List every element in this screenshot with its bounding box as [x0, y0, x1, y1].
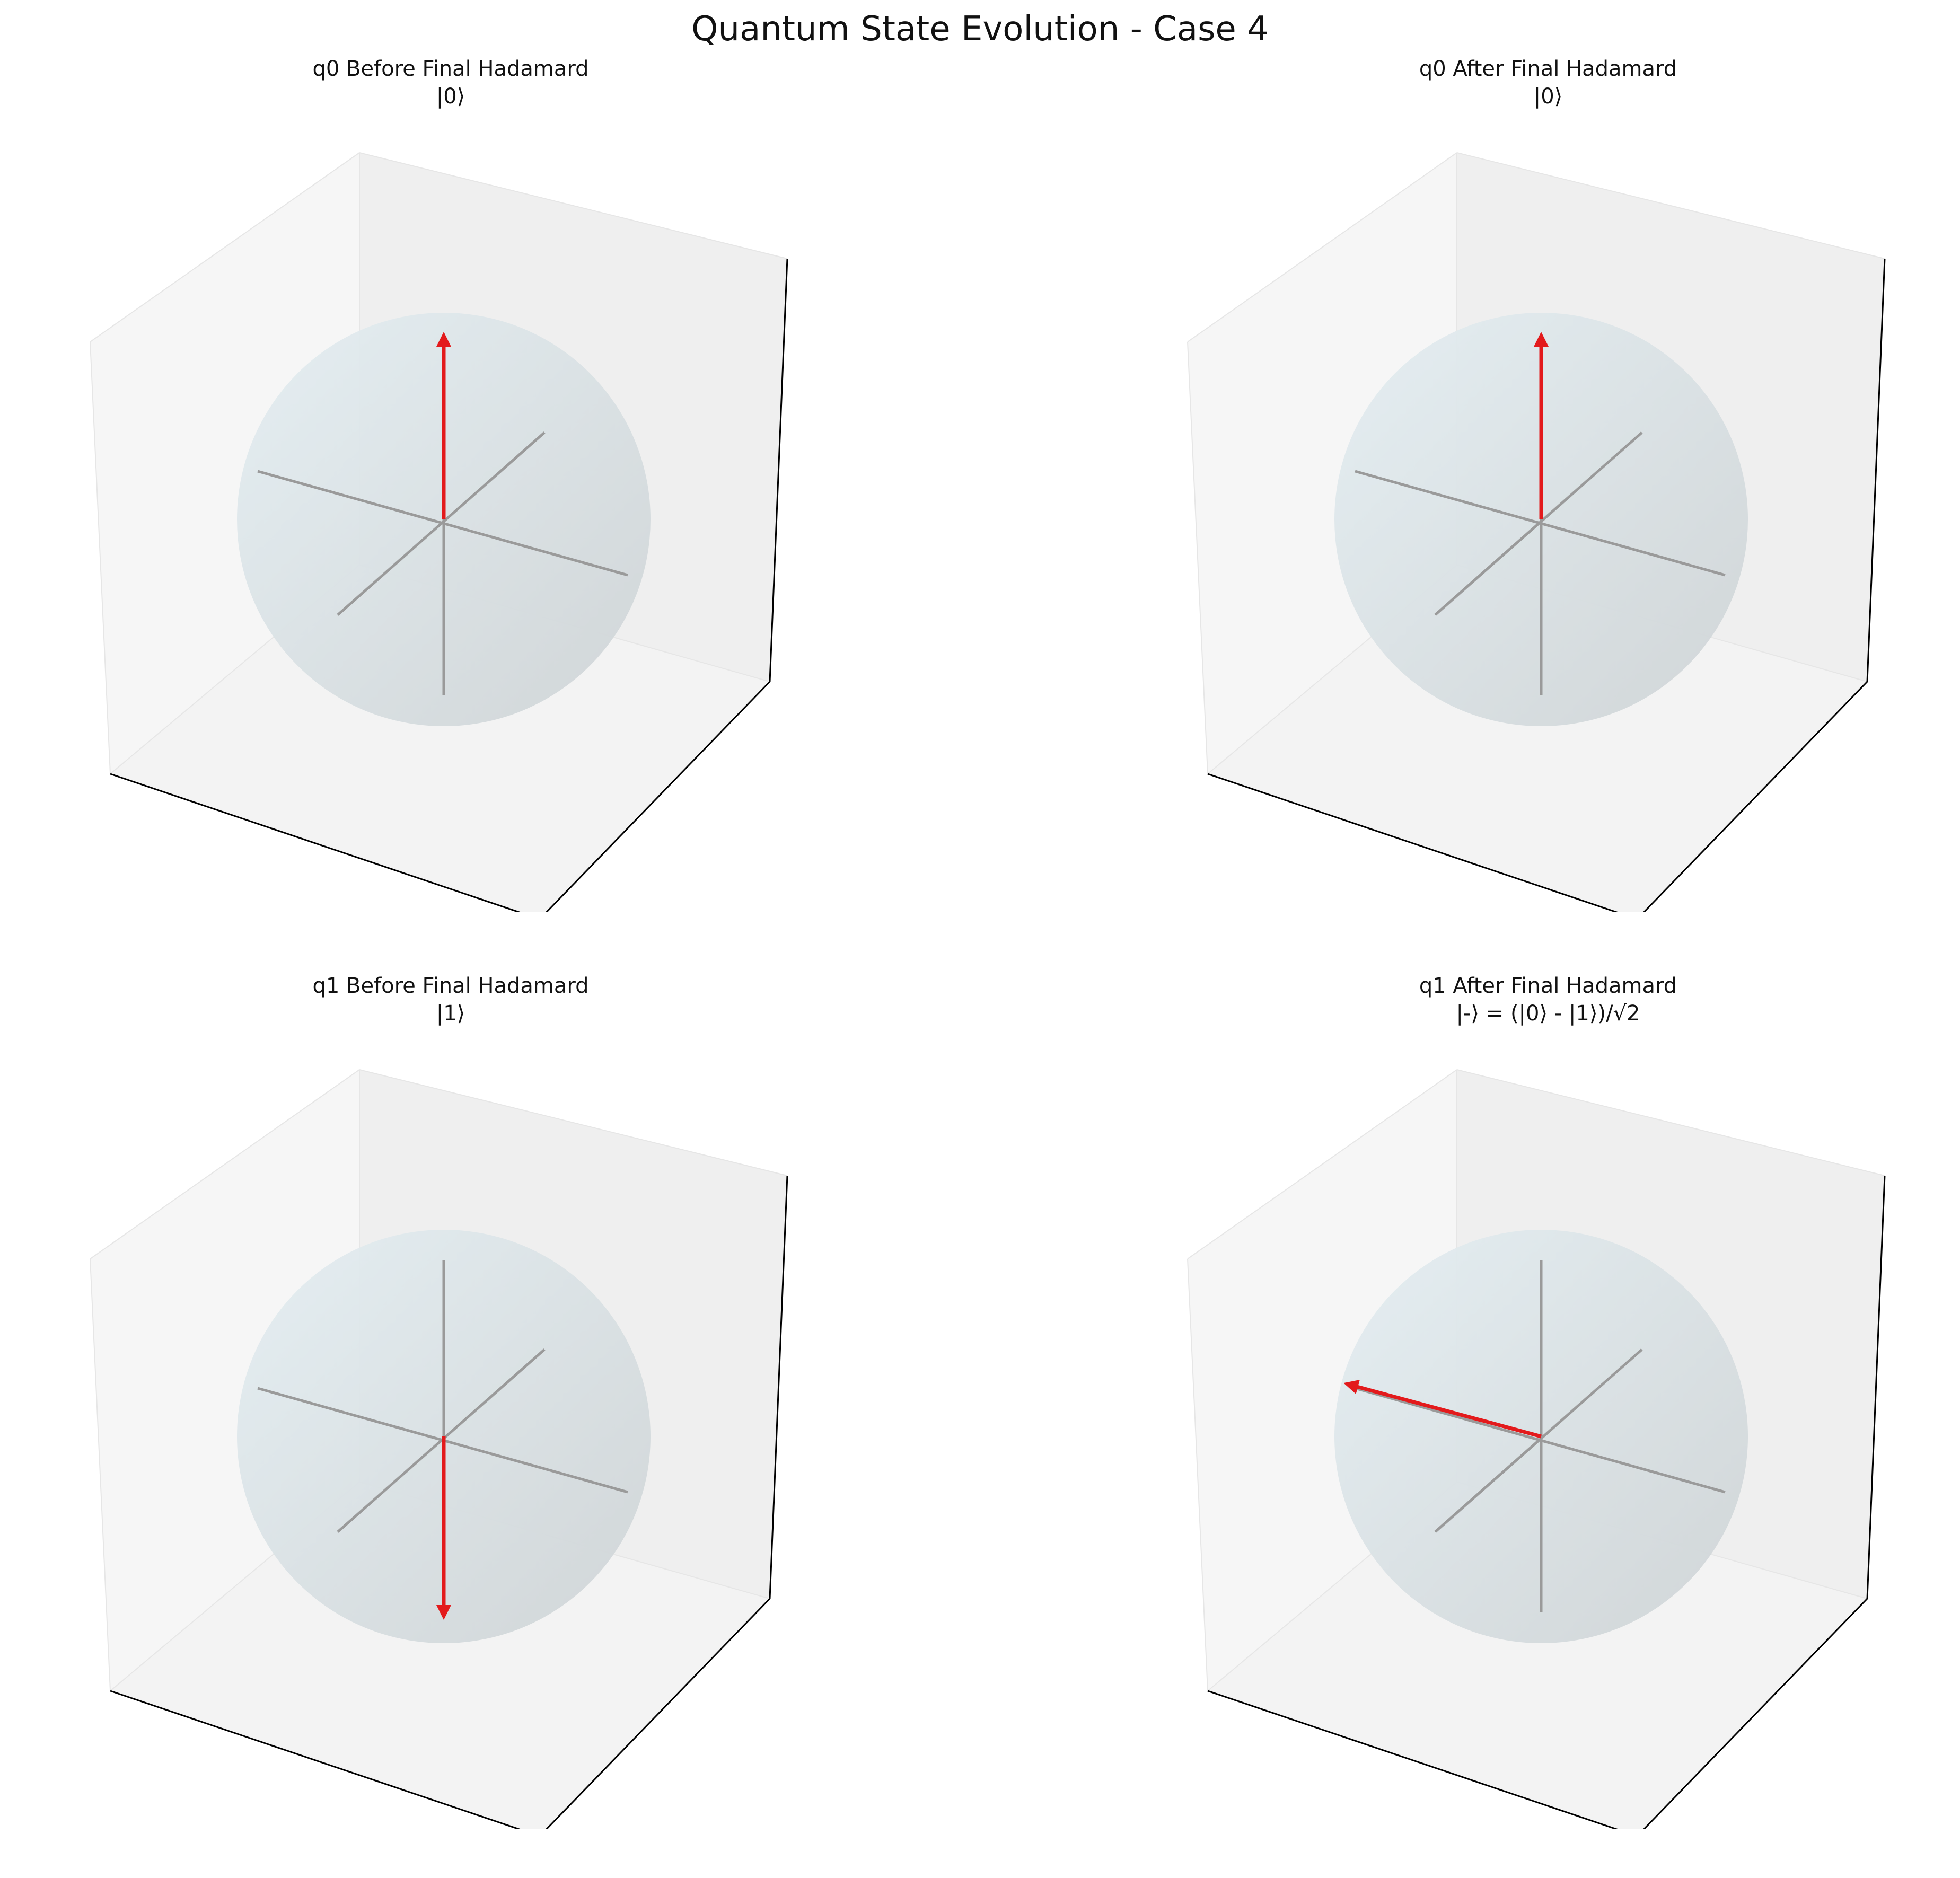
state-label: |0⟩: [436, 84, 465, 109]
pane-edge: [1187, 152, 1457, 342]
bloch-y-axis: [1434, 431, 1643, 616]
pane-edge: [1456, 1069, 1885, 1176]
x-axis-line: [110, 1690, 521, 1829]
z-axis-line: [1866, 258, 1886, 682]
panel-title-text: q0 Before Final Hadamard: [312, 57, 589, 81]
floor-pane: [1208, 565, 1867, 912]
pane-edge: [90, 1258, 111, 1691]
x-axis-line: [1207, 1690, 1618, 1829]
pane-edge: [1456, 152, 1885, 259]
floor-pane: [1208, 1482, 1867, 1829]
z-axis-line: [769, 1175, 788, 1599]
y-axis-line: [1643, 681, 1868, 912]
panel-title-text: q1 After Final Hadamard: [1419, 974, 1677, 998]
panel-title-text: q1 Before Final Hadamard: [312, 974, 589, 998]
y-axis-line: [1643, 1598, 1868, 1829]
pane-edge: [90, 1069, 360, 1259]
floor-pane: [110, 1482, 770, 1829]
bloch-y-axis: [337, 1348, 546, 1533]
pane-edge: [90, 341, 111, 774]
y-axis-line: [546, 1598, 771, 1829]
pane-edge: [1187, 1258, 1208, 1691]
figure-title: Quantum State Evolution - Case 4: [691, 10, 1269, 49]
state-label: |1⟩: [436, 1001, 465, 1026]
pane-edge: [1187, 1069, 1457, 1259]
x-axis-line: [110, 773, 521, 912]
panel-title-text: q0 After Final Hadamard: [1419, 57, 1677, 81]
state-vector-arrow: [1343, 1379, 1542, 1439]
pane-edge: [359, 152, 788, 259]
state-label: |0⟩: [1533, 84, 1563, 109]
panel-title: q0 Before Final Hadamard |0⟩: [21, 55, 880, 110]
y-axis-line: [546, 681, 771, 912]
bloch-sphere-plot: [90, 152, 788, 912]
bloch-panel-q0-after: q0 After Final Hadamard |0⟩: [1119, 0, 1960, 912]
bloch-y-axis: [337, 431, 546, 616]
x-axis-line: [1207, 773, 1618, 912]
panel-title: q1 After Final Hadamard |-⟩ = (|0⟩ - |1⟩…: [1119, 972, 1960, 1027]
state-label: |-⟩ = (|0⟩ - |1⟩)/√2: [1456, 1001, 1640, 1026]
z-axis-line: [769, 258, 788, 682]
floor-pane: [110, 565, 770, 912]
panel-title: q0 After Final Hadamard |0⟩: [1119, 55, 1960, 110]
panel-title: q1 Before Final Hadamard |1⟩: [21, 972, 880, 1027]
bloch-panel-q1-after: q1 After Final Hadamard |-⟩ = (|0⟩ - |1⟩…: [1119, 917, 1960, 1829]
bloch-panel-q0-before: q0 Before Final Hadamard |0⟩: [21, 0, 880, 912]
pane-edge: [359, 1069, 788, 1176]
z-axis-line: [1866, 1175, 1886, 1599]
pane-edge: [1187, 341, 1208, 774]
bloch-panel-q1-before: q1 Before Final Hadamard |1⟩: [21, 917, 880, 1829]
bloch-sphere-plot: [1187, 1069, 1886, 1829]
bloch-sphere-plot: [1187, 152, 1886, 912]
pane-edge: [90, 152, 360, 342]
bloch-y-axis: [1434, 1348, 1643, 1533]
bloch-sphere-plot: [90, 1069, 788, 1829]
